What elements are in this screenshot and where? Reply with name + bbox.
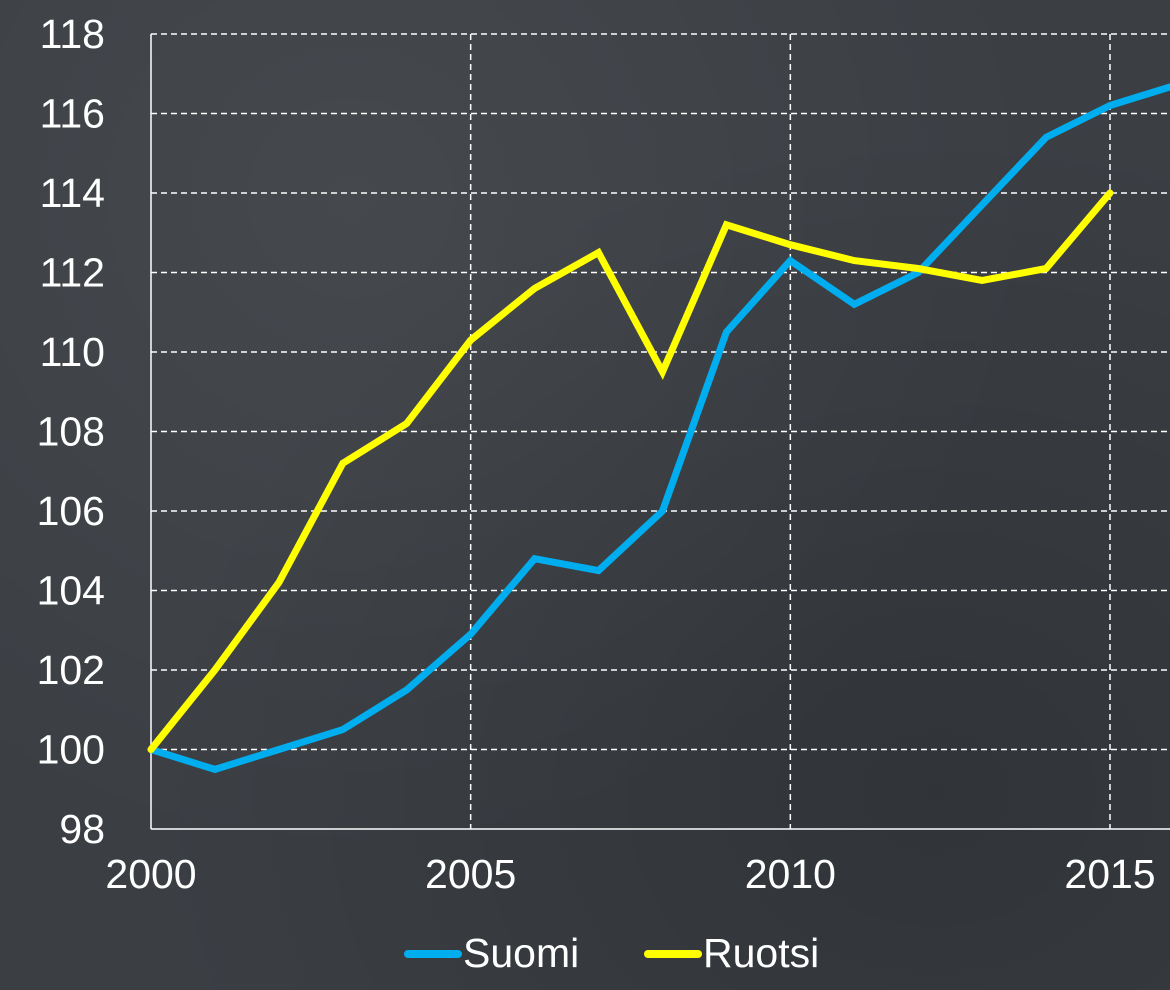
data-series	[147, 83, 1170, 774]
series-line-ruotsi	[147, 189, 1114, 753]
legend: Suomi Ruotsi	[404, 930, 819, 976]
legend-label-suomi: Suomi	[463, 930, 579, 976]
tick-labels: 98 100 102 104 106 108 110 112 114 116 118 2000 2005…	[37, 11, 1156, 897]
y-tick-label: 104	[37, 568, 105, 614]
grid-lines	[151, 33, 1170, 829]
x-tick-label: 2000	[105, 851, 196, 897]
y-tick-label: 118	[40, 11, 105, 57]
y-tick-label: 106	[37, 488, 105, 534]
y-tick-label: 116	[40, 91, 105, 137]
y-tick-label: 112	[40, 250, 105, 296]
y-tick-label: 100	[37, 727, 105, 773]
x-tick-label: 2010	[745, 851, 836, 897]
y-tick-label: 98	[59, 806, 105, 852]
series-line-suomi	[147, 83, 1170, 774]
axes	[150, 34, 1170, 830]
x-tick-label: 2005	[425, 851, 516, 897]
legend-label-ruotsi: Ruotsi	[703, 930, 819, 976]
x-tick-label: 2015	[1064, 851, 1155, 897]
y-tick-label: 102	[37, 647, 105, 693]
y-tick-label: 114	[40, 170, 105, 216]
y-tick-label: 108	[37, 409, 105, 455]
y-tick-label: 110	[40, 329, 105, 375]
